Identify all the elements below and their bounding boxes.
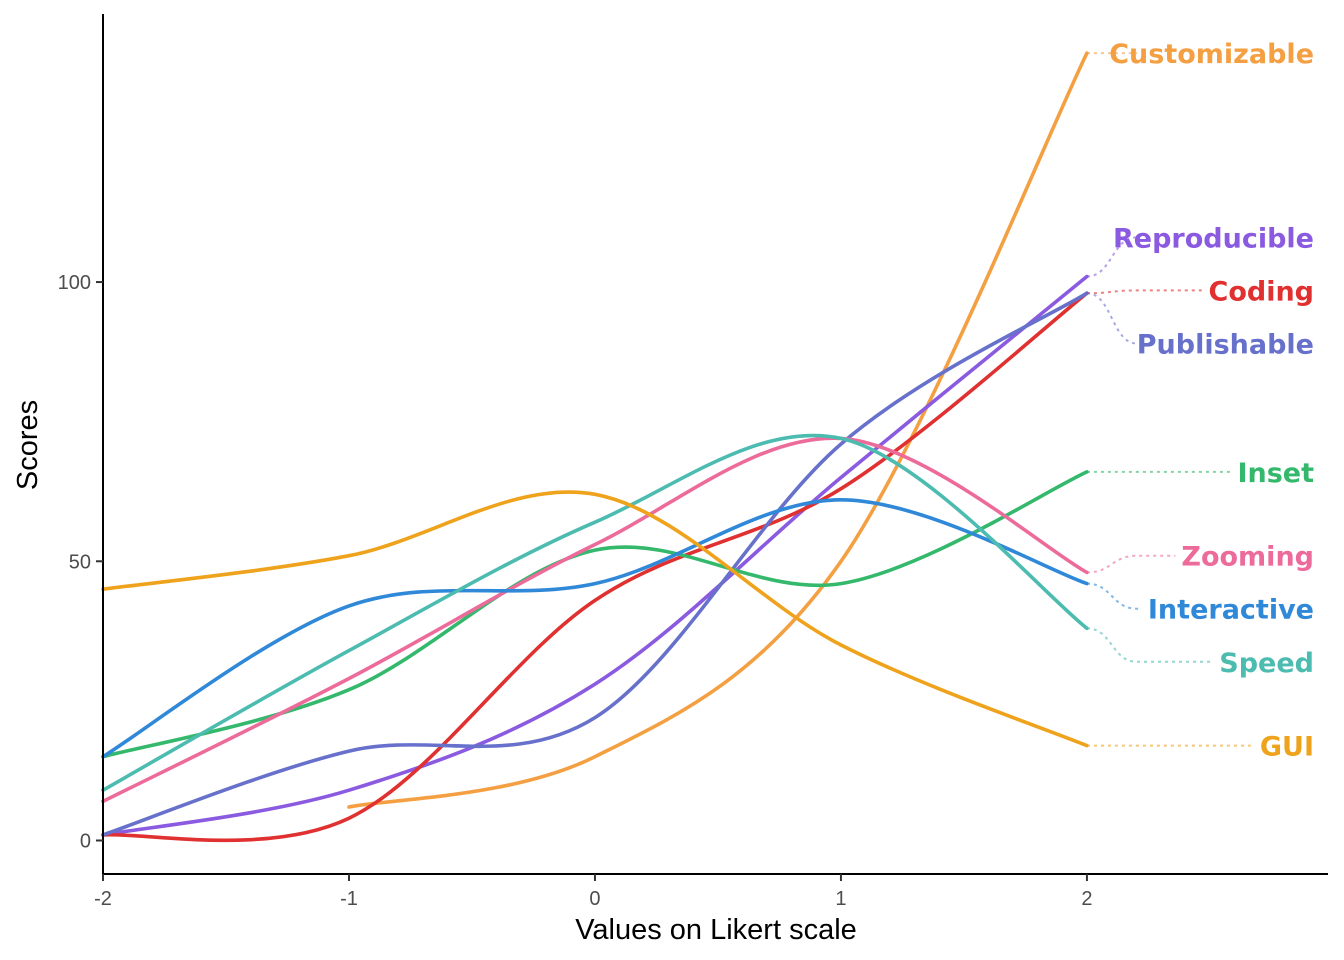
y-axis-ticks: 0 50 100 <box>58 272 103 852</box>
y-axis-title: Scores <box>12 400 44 490</box>
series-line-coding <box>101 291 1089 843</box>
series-label-coding: Coding <box>1209 276 1315 307</box>
leader-line-publishable <box>1086 292 1138 345</box>
leader-line-interactive <box>1086 582 1142 610</box>
series-label-reproducible: Reproducible <box>1113 223 1314 254</box>
leader-layer <box>1086 52 1254 747</box>
y-tick-label: 0 <box>80 830 91 852</box>
leader-line-speed <box>1086 627 1214 663</box>
series-line-publishable <box>101 291 1089 837</box>
series-line-reproducible <box>101 274 1089 837</box>
series-label-customizable: Customizable <box>1109 39 1314 70</box>
x-tick-label: 0 <box>589 888 600 910</box>
x-axis-ticks: -2 -1 0 1 2 <box>94 874 1092 910</box>
series-label-zooming: Zooming <box>1181 542 1314 573</box>
series-layer <box>101 51 1089 843</box>
series-line-gui <box>101 490 1089 748</box>
leader-line-zooming <box>1086 554 1176 574</box>
series-label-inset: Inset <box>1237 458 1314 489</box>
series-line-zooming <box>101 436 1089 804</box>
leader-line-coding <box>1086 289 1203 295</box>
series-label-gui: GUI <box>1260 732 1314 763</box>
series-label-publishable: Publishable <box>1137 329 1314 360</box>
x-tick-label: -2 <box>94 888 112 910</box>
x-tick-label: 2 <box>1081 888 1092 910</box>
y-tick-label: 50 <box>69 551 91 573</box>
label-layer: Customizable Reproducible Coding Publishabl… <box>1109 39 1314 762</box>
series-line-customizable <box>347 51 1089 809</box>
x-axis-title: Values on Likert scale <box>575 914 857 946</box>
x-tick-label: -1 <box>340 888 358 910</box>
y-tick-label: 100 <box>58 272 91 294</box>
series-label-interactive: Interactive <box>1148 595 1314 626</box>
series-label-speed: Speed <box>1219 648 1314 679</box>
x-tick-label: 1 <box>835 888 846 910</box>
series-line-interactive <box>101 498 1089 759</box>
series-line-speed <box>101 433 1089 792</box>
series-line-inset <box>101 470 1089 759</box>
